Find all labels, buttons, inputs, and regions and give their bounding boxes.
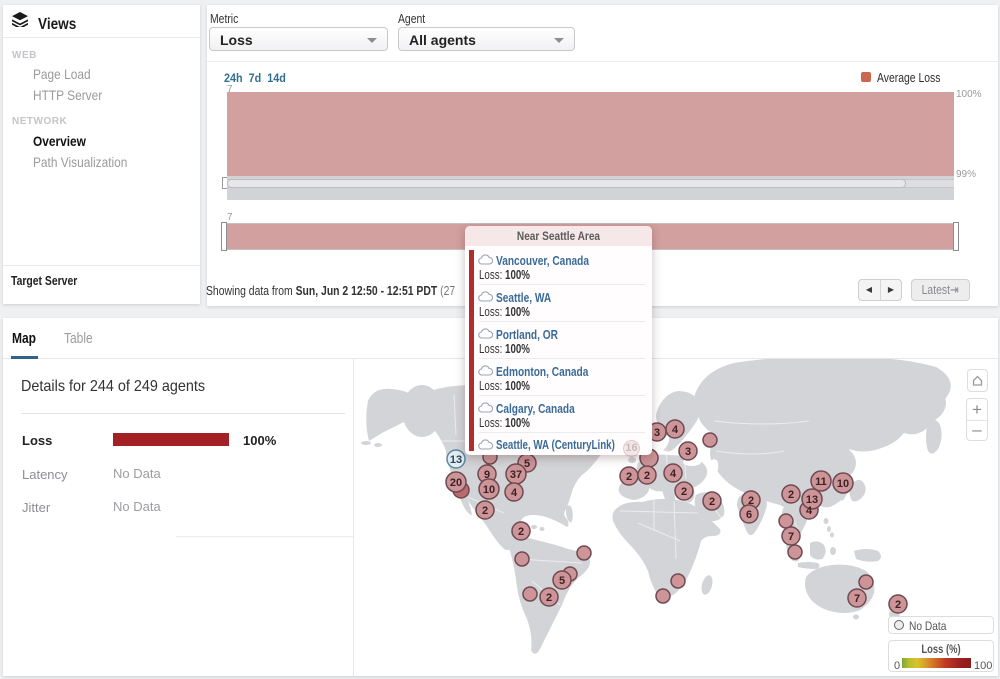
svg-text:2: 2 (546, 592, 552, 604)
svg-text:13: 13 (806, 494, 818, 506)
svg-text:7: 7 (854, 593, 860, 605)
svg-text:2: 2 (644, 470, 650, 482)
svg-text:2: 2 (895, 599, 901, 611)
svg-text:9: 9 (484, 469, 490, 481)
svg-text:4: 4 (511, 487, 518, 499)
svg-text:2: 2 (518, 526, 524, 538)
svg-text:5: 5 (524, 458, 530, 470)
svg-text:2: 2 (788, 489, 794, 501)
svg-text:3: 3 (654, 427, 660, 439)
svg-text:2: 2 (709, 496, 715, 508)
svg-text:6: 6 (746, 509, 752, 521)
svg-text:4: 4 (672, 424, 679, 436)
svg-text:13: 13 (450, 454, 462, 466)
svg-text:2: 2 (482, 505, 488, 517)
svg-text:11: 11 (815, 476, 827, 488)
svg-text:37: 37 (510, 469, 522, 481)
svg-text:2: 2 (748, 495, 754, 507)
svg-text:4: 4 (670, 468, 677, 480)
svg-text:2: 2 (626, 471, 632, 483)
svg-text:7: 7 (788, 531, 794, 543)
svg-text:10: 10 (483, 484, 495, 496)
svg-text:10: 10 (837, 478, 849, 490)
svg-text:20: 20 (450, 477, 462, 489)
svg-text:2: 2 (681, 486, 687, 498)
svg-text:3: 3 (685, 446, 691, 458)
svg-text:5: 5 (559, 575, 565, 587)
svg-text:4: 4 (806, 505, 813, 517)
